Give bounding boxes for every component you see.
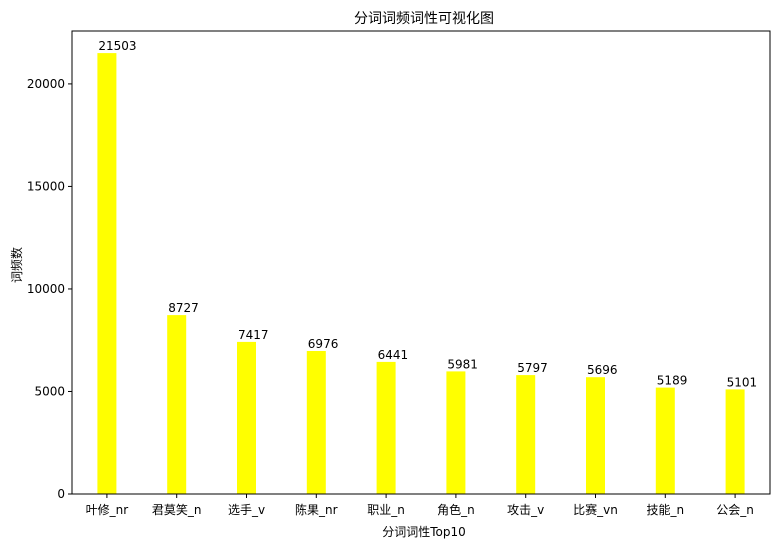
y-tick-label: 0 <box>57 487 65 501</box>
bar-value-label: 5797 <box>517 361 548 375</box>
y-axis-ticks: 0 5000 10000 15000 20000 <box>27 77 72 501</box>
plot-area-frame <box>71 30 771 495</box>
x-tick-label: 攻击_v <box>507 503 544 517</box>
bar <box>655 387 675 494</box>
bar-value-label: 7417 <box>238 328 269 342</box>
bar <box>586 377 605 494</box>
bar <box>376 361 396 494</box>
bar-value-label: 5101 <box>727 375 758 389</box>
y-tick-label: 15000 <box>27 179 65 193</box>
bar <box>725 389 745 494</box>
x-tick-label: 比赛_vn <box>573 502 618 517</box>
y-tick-label: 10000 <box>27 282 65 296</box>
bar <box>237 341 256 494</box>
bar <box>167 315 187 494</box>
x-axis-ticks: 叶修_nr 君莫笑_n 选手_v 陈果_nr 职业_n 角色_n 攻击_v 比赛_vn 技能_n… <box>86 494 754 517</box>
bar-value-label: 5981 <box>447 357 478 371</box>
x-tick-label: 叶修_nr <box>86 502 129 517</box>
y-axis-title: 词频数 <box>9 247 24 283</box>
bar-value-label: 5696 <box>587 363 618 377</box>
bar <box>446 371 466 494</box>
x-tick-label: 职业_n <box>367 503 405 517</box>
bar-value-label: 8727 <box>168 301 199 315</box>
x-axis-title: 分词词性Top10 <box>382 525 466 539</box>
bar-value-label: 21503 <box>98 39 136 53</box>
x-tick-label: 陈果_nr <box>295 502 338 517</box>
x-tick-label: 角色_n <box>437 503 475 517</box>
x-tick-label: 公会_n <box>716 503 754 517</box>
bar-value-labels: 21503 8727 7417 6976 6441 5981 5797 5696 5189 510… <box>98 39 757 389</box>
x-tick-label: 技能_n <box>646 503 684 517</box>
bar <box>97 53 117 494</box>
bar-value-label: 5189 <box>657 374 688 388</box>
x-tick-label: 选手_v <box>228 503 265 517</box>
chart-title: 分词词频词性可视化图 <box>354 11 494 27</box>
y-tick-label: 20000 <box>27 77 65 91</box>
bar <box>516 375 536 494</box>
bar-value-label: 6441 <box>378 348 409 362</box>
bars-layer <box>97 53 745 494</box>
y-tick-label: 5000 <box>34 384 65 398</box>
x-tick-label: 君莫笑_n <box>152 502 202 517</box>
bar-value-label: 6976 <box>308 337 339 351</box>
bar <box>306 351 326 494</box>
